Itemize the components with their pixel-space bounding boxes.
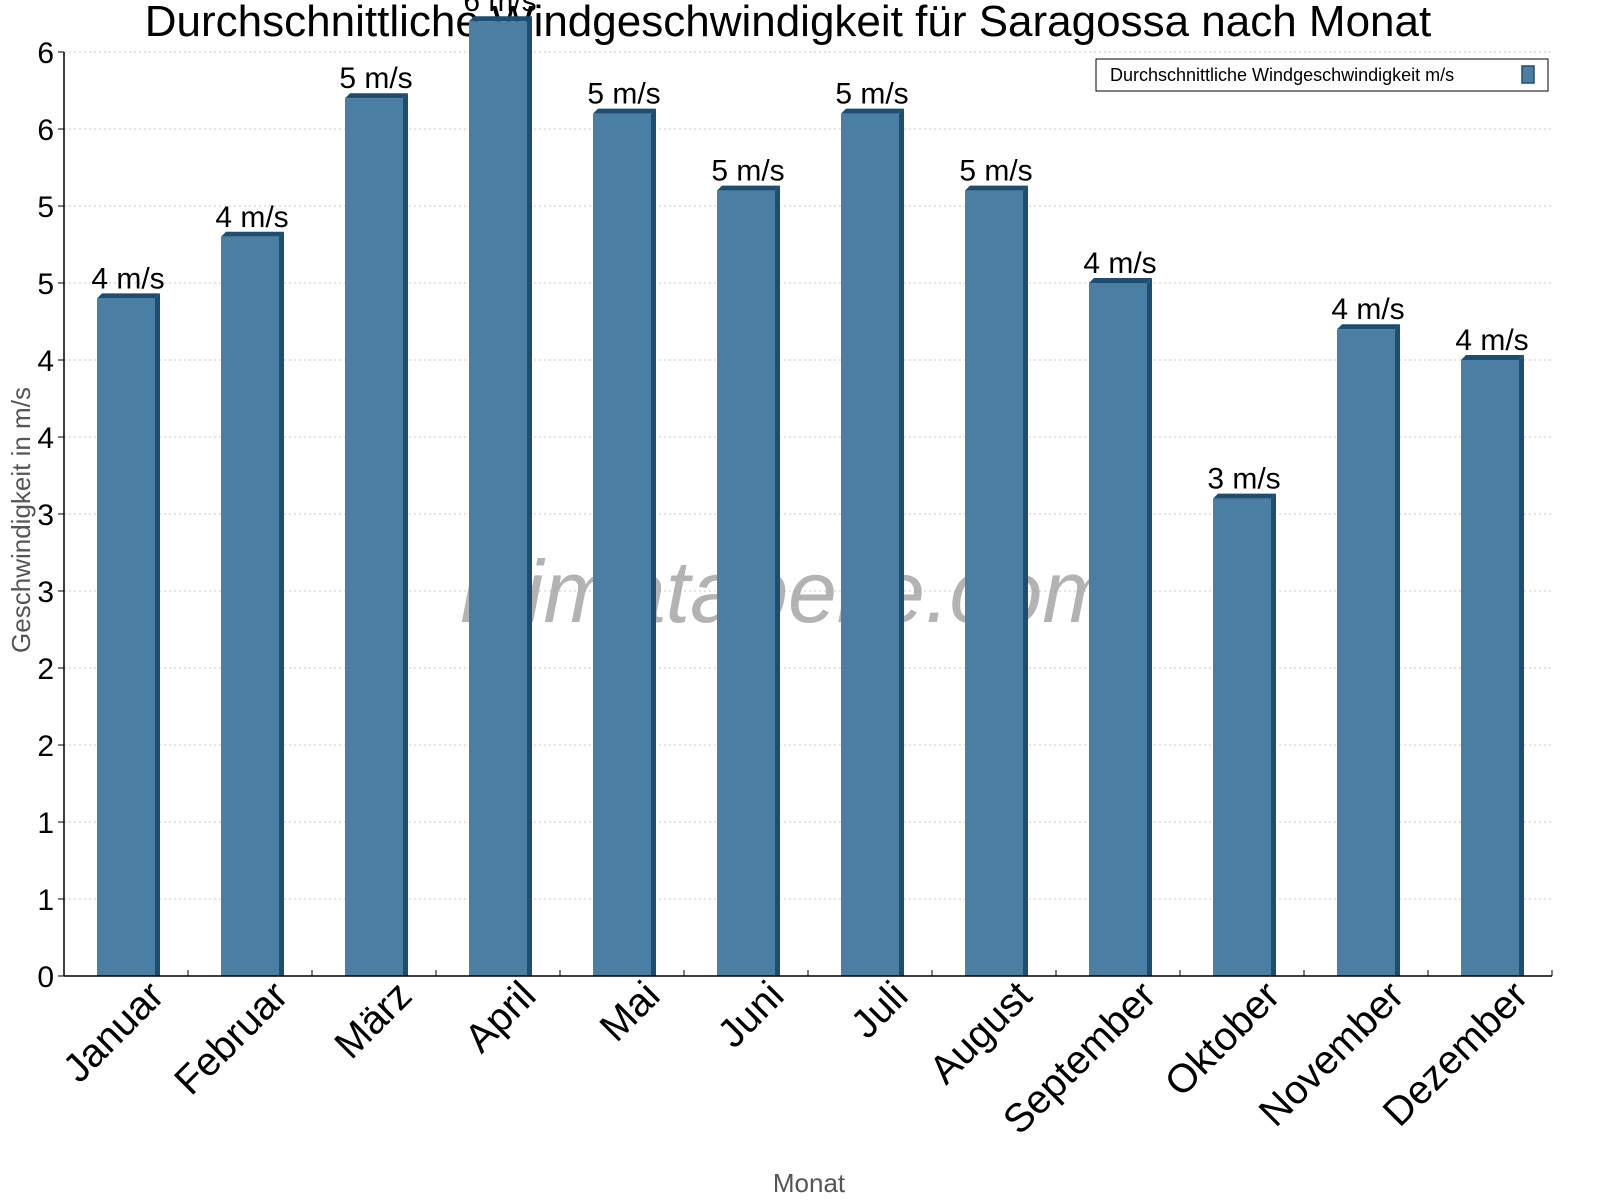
bar — [1089, 283, 1147, 976]
bar-top — [1213, 493, 1276, 499]
bar-side — [1023, 185, 1028, 977]
bar-top — [593, 108, 656, 114]
bar-value-label: 5 m/s — [587, 78, 660, 111]
bar — [97, 298, 155, 976]
bar-value-label: 6 m/s — [463, 0, 536, 18]
bar — [345, 98, 403, 976]
bar-side — [899, 108, 904, 977]
legend-swatch — [1521, 65, 1535, 84]
bar-side — [775, 185, 780, 977]
bar — [1213, 498, 1271, 976]
x-axis-title: Monat — [773, 1168, 846, 1198]
x-tick-label: Juli — [843, 973, 917, 1047]
bar — [1461, 360, 1519, 976]
bar-top — [469, 16, 532, 22]
bar-side — [155, 293, 160, 976]
bar-value-label: 4 m/s — [91, 262, 164, 295]
bar-value-label: 4 m/s — [1455, 324, 1528, 357]
bar-top — [1461, 355, 1524, 360]
bar-top — [841, 108, 904, 114]
bar-value-label: 4 m/s — [1331, 293, 1404, 326]
y-ticks: 0 1 1 2 2 3 3 4 4 5 5 6 6 — [37, 37, 64, 994]
bar-value-label: 4 m/s — [215, 201, 288, 234]
y-tick-label: 4 — [37, 422, 54, 455]
bar-value-label: 5 m/s — [959, 155, 1032, 188]
bar-side — [651, 108, 656, 977]
bar — [717, 190, 775, 977]
y-tick-label: 6 — [37, 114, 54, 147]
bar-top — [345, 93, 408, 99]
y-tick-label: 2 — [37, 730, 54, 763]
bar-side — [403, 93, 408, 976]
bar — [1337, 329, 1395, 976]
y-tick-label: 2 — [37, 653, 54, 686]
x-tick-label: April — [457, 973, 545, 1061]
x-tick-label: August — [921, 973, 1040, 1092]
bar-side — [1147, 278, 1152, 976]
bar-top — [965, 185, 1028, 191]
bar-value-label: 5 m/s — [339, 62, 412, 95]
bar — [841, 113, 899, 977]
legend-box — [1095, 58, 1549, 92]
bar-value-label: 5 m/s — [711, 155, 784, 188]
bars: 4 m/s 4 m/s 5 m/s 6 m/s 5 m/s 5 m/s 5 m/s 5 m/s… — [91, 0, 1529, 977]
bar-top — [1337, 324, 1400, 330]
grid — [64, 51, 1552, 900]
bar-side — [527, 16, 532, 976]
y-tick-label: 3 — [37, 576, 54, 609]
y-tick-label: 6 — [37, 37, 54, 70]
bar-value-label: 3 m/s — [1207, 463, 1280, 496]
x-tick-label: Juni — [709, 973, 792, 1056]
y-tick-label: 3 — [37, 499, 54, 532]
bar-side — [1519, 355, 1524, 976]
bar — [469, 21, 527, 976]
bar-top — [1089, 278, 1152, 283]
legend-label: Durchschnittliche Windgeschwindigkeit m/… — [1110, 65, 1454, 85]
x-tick-label: Mai — [592, 973, 669, 1050]
bar-side — [1395, 324, 1400, 976]
y-axis-title: Geschwindigkeit in m/s — [6, 387, 36, 653]
x-tick-label: Februar — [166, 973, 296, 1103]
y-tick-label: 5 — [37, 191, 54, 224]
y-tick-label: 4 — [37, 345, 54, 378]
bar-side — [1271, 493, 1276, 976]
y-tick-label: 5 — [37, 268, 54, 301]
bar-top — [717, 185, 780, 191]
x-tick-label: Januar — [55, 973, 173, 1091]
y-tick-label: 1 — [37, 807, 54, 840]
legend: Durchschnittliche Windgeschwindigkeit m/… — [1095, 58, 1549, 92]
x-tick-label: März — [326, 973, 420, 1067]
bar-top — [97, 293, 160, 299]
bar — [221, 236, 279, 977]
y-tick-label: 0 — [37, 961, 54, 994]
bar-value-label: 5 m/s — [835, 78, 908, 111]
bar — [593, 113, 651, 977]
bar-value-label: 4 m/s — [1083, 247, 1156, 280]
bar-side — [279, 231, 284, 977]
y-tick-label: 1 — [37, 884, 54, 917]
bar — [965, 190, 1023, 977]
bar-top — [221, 231, 284, 237]
axes — [63, 52, 1552, 977]
chart-title: Durchschnittliche Windgeschwindigkeit fü… — [145, 0, 1431, 46]
